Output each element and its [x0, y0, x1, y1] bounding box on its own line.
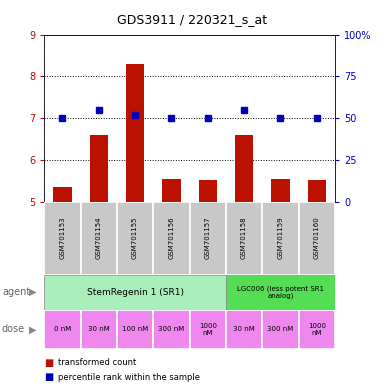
Bar — [299, 202, 335, 275]
Bar — [262, 310, 299, 349]
Text: ■: ■ — [44, 372, 54, 382]
Text: agent: agent — [2, 287, 30, 297]
Text: GSM701153: GSM701153 — [59, 217, 65, 260]
Text: transformed count: transformed count — [58, 358, 136, 367]
Bar — [80, 310, 117, 349]
Text: dose: dose — [2, 324, 25, 334]
Text: 300 nM: 300 nM — [267, 326, 294, 333]
Text: GDS3911 / 220321_s_at: GDS3911 / 220321_s_at — [117, 13, 268, 26]
Bar — [117, 310, 153, 349]
Text: 1000
nM: 1000 nM — [199, 323, 217, 336]
Text: GSM701160: GSM701160 — [314, 217, 320, 260]
Bar — [126, 64, 144, 202]
Bar — [153, 202, 189, 275]
Text: 1000
nM: 1000 nM — [308, 323, 326, 336]
Text: ▶: ▶ — [30, 324, 37, 334]
Text: GSM701155: GSM701155 — [132, 217, 138, 259]
Bar — [226, 310, 262, 349]
Text: 30 nM: 30 nM — [88, 326, 110, 333]
Text: GSM701156: GSM701156 — [169, 217, 174, 260]
Bar — [190, 202, 226, 275]
Bar — [299, 310, 335, 349]
Text: StemRegenin 1 (SR1): StemRegenin 1 (SR1) — [87, 288, 184, 297]
Bar — [117, 202, 153, 275]
Bar — [262, 202, 299, 275]
Bar — [226, 202, 262, 275]
Bar — [54, 187, 72, 202]
Text: GSM701158: GSM701158 — [241, 217, 247, 260]
Bar — [153, 310, 189, 349]
Bar — [162, 179, 181, 202]
Bar — [199, 180, 217, 202]
Text: 0 nM: 0 nM — [54, 326, 71, 333]
Text: GSM701157: GSM701157 — [205, 217, 211, 260]
Bar — [235, 135, 253, 202]
Bar — [226, 275, 335, 310]
Bar — [308, 180, 326, 202]
Text: 300 nM: 300 nM — [158, 326, 184, 333]
Bar — [190, 310, 226, 349]
Text: percentile rank within the sample: percentile rank within the sample — [58, 372, 200, 382]
Text: LGC006 (less potent SR1
analog): LGC006 (less potent SR1 analog) — [237, 285, 324, 299]
Text: 100 nM: 100 nM — [122, 326, 148, 333]
Bar — [80, 202, 117, 275]
Bar — [90, 135, 108, 202]
Text: ▶: ▶ — [30, 287, 37, 297]
Text: 30 nM: 30 nM — [233, 326, 255, 333]
Bar — [44, 275, 226, 310]
Text: ■: ■ — [44, 358, 54, 368]
Bar — [44, 202, 80, 275]
Bar — [271, 179, 290, 202]
Text: GSM701159: GSM701159 — [278, 217, 283, 260]
Text: GSM701154: GSM701154 — [96, 217, 102, 259]
Bar — [44, 310, 80, 349]
